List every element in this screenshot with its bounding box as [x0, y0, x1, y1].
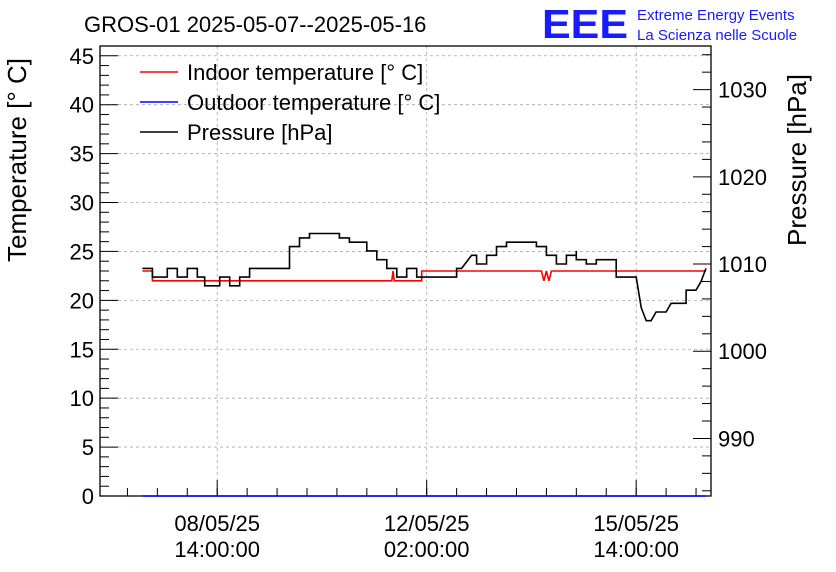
axis-ticks	[100, 54, 711, 497]
y-axis-label: Temperature [° C]	[2, 58, 32, 262]
y2-axis-label: Pressure [hPa]	[782, 74, 812, 246]
y-tick-label: 5	[82, 435, 94, 460]
x-tick-label-date: 12/05/25	[384, 511, 470, 536]
legend-label: Outdoor temperature [° C]	[187, 90, 440, 115]
y-tick-label: 25	[70, 239, 94, 264]
series-line-0	[142, 270, 706, 282]
series-layer	[142, 232, 707, 497]
y-tick-label: 45	[70, 44, 94, 69]
eee-logo: EEE Extreme Energy Events La Scienza nel…	[542, 1, 797, 47]
eee-logo-line1: Extreme Energy Events	[637, 7, 795, 24]
y2-tick-label: 990	[718, 426, 755, 451]
x-tick-label-time: 14:00:00	[174, 537, 260, 562]
eee-logo-line2: La Scienza nelle Scuole	[637, 27, 797, 44]
legend-label: Indoor temperature [° C]	[187, 60, 423, 85]
x-tick-label-time: 02:00:00	[384, 537, 470, 562]
chart-title: GROS-01 2025-05-07--2025-05-16	[84, 12, 426, 37]
y-tick-label: 0	[82, 484, 94, 509]
x-tick-label-date: 15/05/25	[593, 511, 679, 536]
y-tick-label: 10	[70, 386, 94, 411]
y-tick-label: 30	[70, 191, 94, 216]
x-tick-label-date: 08/05/25	[174, 511, 260, 536]
x-tick-label-time: 14:00:00	[593, 537, 679, 562]
y2-tick-label: 1030	[718, 78, 767, 103]
y-tick-label: 15	[70, 337, 94, 362]
legend-label: Pressure [hPa]	[187, 120, 333, 145]
y2-tick-label: 1020	[718, 165, 767, 190]
eee-logo-mark: EEE	[542, 1, 628, 47]
y2-tick-label: 1000	[718, 339, 767, 364]
y2-tick-label: 1010	[718, 252, 767, 277]
y-tick-label: 20	[70, 288, 94, 313]
y-tick-label: 40	[70, 93, 94, 118]
legend: Indoor temperature [° C] Outdoor temperat…	[140, 60, 440, 145]
series-line-2	[142, 232, 707, 322]
y-tick-label: 35	[70, 142, 94, 167]
